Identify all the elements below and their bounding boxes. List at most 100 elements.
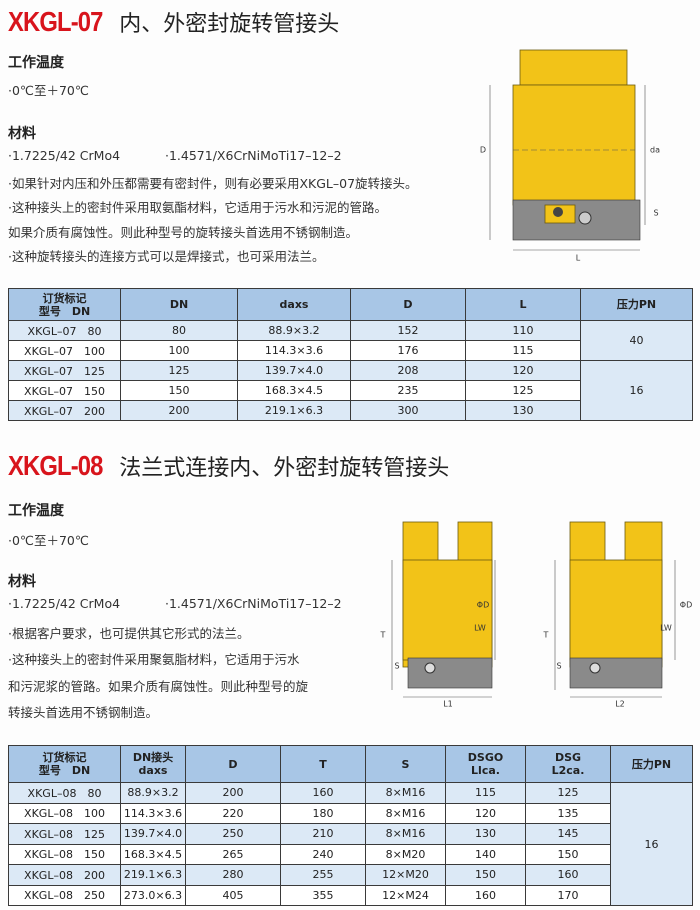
- dim-label: L: [576, 254, 581, 263]
- table-cell: 208: [350, 360, 466, 381]
- section-title: XKGL-08 法兰式连接内、外密封旋转管接头: [8, 450, 449, 482]
- table-cell: 150: [120, 380, 238, 401]
- title-text: 法兰式连接内、外密封旋转管接头: [119, 456, 450, 481]
- table-cell: 170: [525, 884, 611, 906]
- table-row: XKGL–07 150 150 168.3×4.5 235 125: [8, 380, 693, 401]
- header-text: 订货标记: [42, 751, 87, 764]
- table-cell: 88.9×3.2: [237, 320, 351, 341]
- table-cell: 8×M16: [365, 802, 446, 824]
- header-cell: DSGO Llca.: [445, 745, 526, 783]
- table-cell: 110: [465, 320, 581, 341]
- table-cell: XKGL–08 250: [8, 884, 121, 906]
- table-cell: 220: [185, 802, 281, 824]
- heading: 材料: [8, 126, 36, 142]
- table-row: XKGL–08 80 88.9×3.2 200 160 8×M16 115 125 16: [8, 782, 693, 906]
- table-cell: XKGL–07 150: [8, 380, 121, 401]
- table-cell: XKGL–08 125: [8, 823, 121, 845]
- table-cell: 100: [120, 340, 238, 361]
- table-cell: 150: [445, 864, 526, 886]
- table-cell: 152: [350, 320, 466, 341]
- table-cell: 180: [280, 802, 366, 824]
- header-text: DN接头: [132, 751, 174, 764]
- text-line: ·0℃至＋70℃: [8, 533, 89, 548]
- table-cell: 8×M20: [365, 843, 446, 865]
- dim-label: S: [556, 662, 561, 671]
- table-row: XKGL–08 150 168.3×4.5 265 240 8×M20 140 150: [8, 843, 693, 865]
- text-line: 和污泥浆的管路。如果介质有腐蚀性。则此种型号的旋: [8, 678, 309, 694]
- header-text: L2ca.: [551, 764, 585, 777]
- header-cell: D: [350, 288, 466, 321]
- table-cell: 168.3×4.5: [120, 843, 186, 865]
- text-line: ·根据客户要求，也可提供其它形式的法兰。: [8, 625, 250, 641]
- header-cell: 订货标记 型号 DN: [8, 745, 121, 783]
- table-row: XKGL–08 250 273.0×6.3 405 355 12×M24 160 170: [8, 884, 693, 906]
- header-cell: 订货标记 型号 DN: [8, 288, 121, 321]
- dim-label: L2: [615, 700, 625, 709]
- table-head: 订货标记 型号 DN DN接头 daxs D T S DSGO Llca. DSG L2ca. 压力P…: [8, 745, 693, 783]
- header-cell: D: [185, 745, 281, 783]
- table-cell: 120: [445, 802, 526, 824]
- table-cell: 250: [185, 823, 281, 845]
- table-cell: 200: [185, 782, 281, 804]
- table-cell: 114.3×3.6: [120, 802, 186, 824]
- table-cell: 160: [445, 884, 526, 906]
- header-text: 型号 DN: [38, 304, 91, 318]
- table-cell: 115: [465, 340, 581, 361]
- text-line: ·这种旋转接头的连接方式可以是焊接式，也可采用法兰。: [8, 249, 325, 264]
- header-text: L: [519, 298, 527, 311]
- table-cell: 115: [445, 782, 526, 804]
- table-cell: 280: [185, 864, 281, 886]
- header-text: S: [401, 757, 410, 771]
- header-text: 压力PN: [616, 298, 657, 311]
- table-cell: 219.1×6.3: [120, 864, 186, 886]
- table-row: XKGL–07 100 100 114.3×3.6 176 115: [8, 340, 693, 361]
- header-row: 订货标记 型号 DN DN daxs D L 压力PN: [8, 288, 693, 321]
- table-cell: XKGL–08 80: [8, 782, 121, 804]
- header-text: T: [319, 757, 327, 771]
- table-cell: 240: [280, 843, 366, 865]
- header-cell: 压力PN: [610, 745, 693, 783]
- dim-label: T: [543, 631, 549, 640]
- dim-label: da: [650, 146, 660, 155]
- dim-label: D: [480, 146, 486, 155]
- table-cell: 255: [280, 864, 366, 886]
- table-row: XKGL–08 100 114.3×3.6 220 180 8×M16 120 135: [8, 802, 693, 824]
- header-text: daxs: [138, 764, 168, 777]
- table-cell: 145: [525, 823, 611, 845]
- table-row: XKGL–08 125 139.7×4.0 250 210 8×M16 130 145: [8, 823, 693, 845]
- text-line: ·如果针对内压和外压都需要有密封件，则有必要采用XKGL–07旋转接头。: [8, 175, 418, 191]
- header-cell: S: [365, 745, 446, 783]
- table-head: 订货标记 型号 DN DN daxs D L 压力PN: [8, 288, 693, 321]
- table-cell: XKGL–07 200: [8, 400, 121, 421]
- table-cell: XKGL–08 200: [8, 864, 121, 886]
- table-cell: XKGL–07 80: [8, 320, 121, 341]
- header-cell: DN: [120, 288, 238, 321]
- table-body: XKGL–08 80 88.9×3.2 200 160 8×M16 115 125 16 XKG…: [8, 782, 693, 906]
- drawing-xkgl-07: D da S L: [480, 49, 660, 263]
- section-title: XKGL-07 内、外密封旋转管接头: [8, 6, 339, 38]
- table-cell: 176: [350, 340, 466, 361]
- text-line: ·1.4571/X6CrNiMoTi17–12–2: [165, 148, 342, 163]
- pressure-cell: 16: [580, 360, 693, 421]
- table-cell: 273.0×6.3: [120, 884, 186, 906]
- dim-label: LW: [660, 624, 672, 633]
- text-line: ·这种接头上的密封件采用聚氨脂材料，它适用于污水: [8, 652, 300, 667]
- table-cell: 150: [525, 843, 611, 865]
- table-cell: XKGL–07 100: [8, 340, 121, 361]
- header-text: D: [228, 757, 238, 771]
- table-cell: 160: [280, 782, 366, 804]
- table-cell: XKGL–08 100: [8, 802, 121, 824]
- table-cell: 210: [280, 823, 366, 845]
- header-cell: daxs: [237, 288, 351, 321]
- table-cell: 88.9×3.2: [120, 782, 186, 804]
- drawing-xkgl-08: T S ΦD LW L1 T S ΦD LW L2: [380, 521, 692, 709]
- dim-label: ΦD: [680, 601, 692, 610]
- table-cell: 12×M24: [365, 884, 446, 906]
- table-cell: 139.7×4.0: [120, 823, 186, 845]
- table-cell: 8×M16: [365, 782, 446, 804]
- table-cell: 130: [465, 400, 581, 421]
- table-cell: 265: [185, 843, 281, 865]
- header-text: DN: [169, 298, 189, 311]
